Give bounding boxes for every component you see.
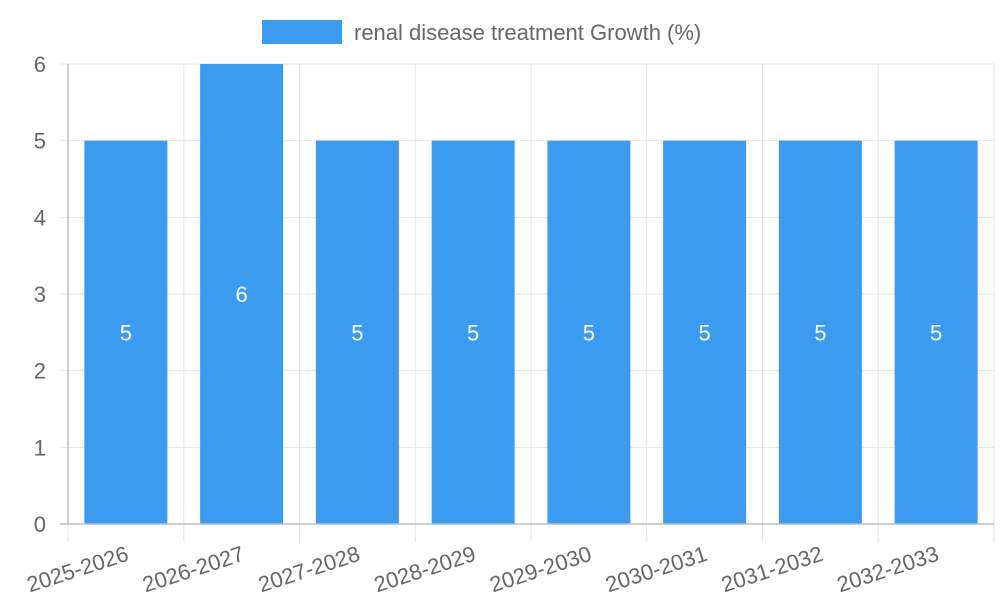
- bar[interactable]: [84, 140, 168, 524]
- legend-label: renal disease treatment Growth (%): [354, 20, 701, 45]
- y-tick-label: 0: [34, 512, 46, 537]
- bar[interactable]: [663, 140, 747, 524]
- x-tick-label: 2031-2032: [718, 541, 826, 597]
- x-axis-tick-labels: 2025-2026 2026-2027 2027-2028 2028-2029 2029…: [24, 541, 942, 597]
- y-tick-label: 3: [34, 282, 46, 307]
- bar[interactable]: [778, 140, 862, 524]
- bar[interactable]: [315, 140, 399, 524]
- bar-value-label: 5: [930, 320, 942, 345]
- bar-value-label: 5: [814, 320, 826, 345]
- x-tick-label: 2026-2027: [139, 541, 247, 597]
- x-tick-label: 2030-2031: [602, 541, 710, 597]
- bars: [84, 64, 978, 524]
- bar[interactable]: [894, 140, 978, 524]
- bar-value-label: 5: [583, 320, 595, 345]
- y-tick-label: 1: [34, 435, 46, 460]
- bar[interactable]: [547, 140, 631, 524]
- bar[interactable]: [431, 140, 515, 524]
- y-tick-label: 5: [34, 129, 46, 154]
- x-tick-label: 2029-2030: [487, 541, 595, 597]
- x-tick-label: 2028-2029: [371, 541, 479, 597]
- y-tick-label: 2: [34, 359, 46, 384]
- bar-value-label: 6: [236, 282, 248, 307]
- x-tick-label: 2025-2026: [24, 541, 132, 597]
- bar-value-label: 5: [467, 320, 479, 345]
- bar-value-label: 5: [120, 320, 132, 345]
- y-tick-label: 4: [34, 205, 46, 230]
- y-tick-label: 6: [34, 52, 46, 77]
- x-tick-label: 2032-2033: [834, 541, 942, 597]
- y-axis-tick-labels: 0 1 2 3 4 5 6: [34, 52, 46, 537]
- bar-value-label: 5: [699, 320, 711, 345]
- x-tick-label: 2027-2028: [255, 541, 363, 597]
- legend[interactable]: renal disease treatment Growth (%): [262, 20, 701, 45]
- axes: [60, 64, 994, 525]
- data-labels: 5 6 5 5 5 5 5 5: [120, 282, 943, 345]
- bar-value-label: 5: [351, 320, 363, 345]
- bar[interactable]: [200, 64, 284, 524]
- legend-swatch: [262, 20, 342, 44]
